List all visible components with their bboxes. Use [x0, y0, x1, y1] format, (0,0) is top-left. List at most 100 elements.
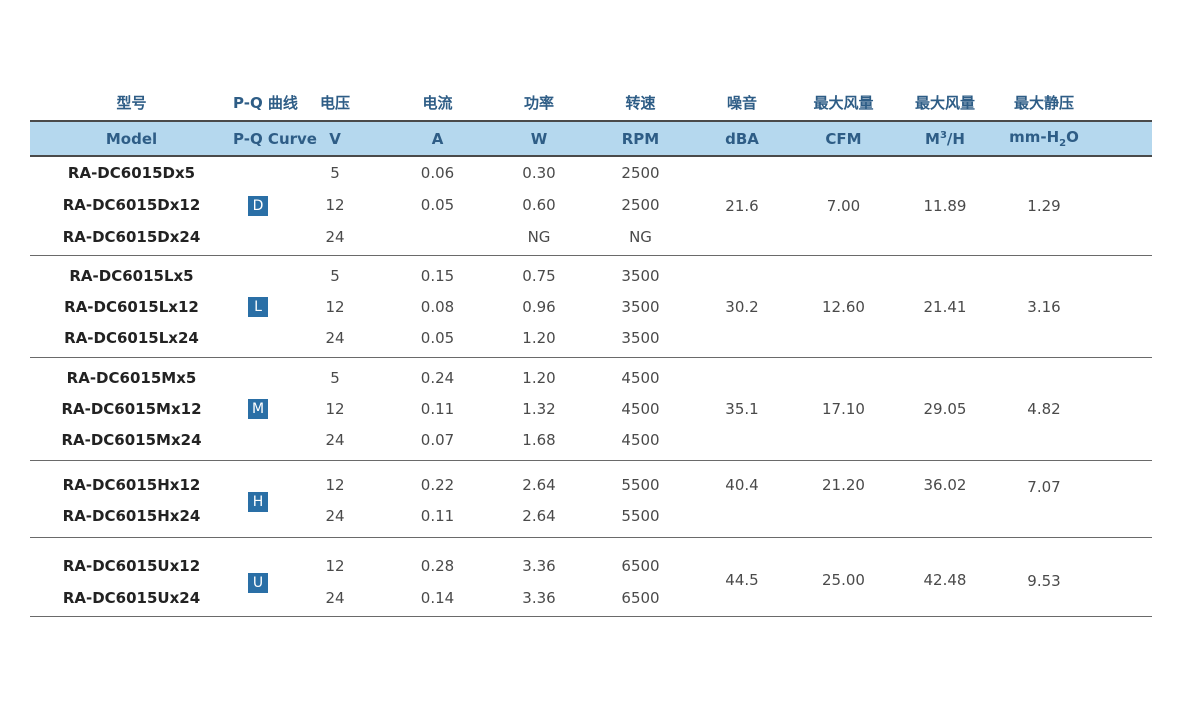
rpm-cell: 4500 [621, 430, 660, 449]
header-cn-speed: 转速 [625, 93, 656, 112]
voltage-cell: 24 [325, 328, 345, 347]
power-column: 2.64 2.64 [488, 461, 590, 537]
header-cn-model: 型号 [116, 93, 147, 112]
cfm-cell: 7.00 [826, 197, 861, 215]
voltage-cell: 24 [325, 589, 345, 607]
voltage-cell: 5 [330, 266, 340, 285]
model-column: RA-DC6015Mx5 RA-DC6015Mx12 RA-DC6015Mx24 [30, 358, 233, 460]
voltage-column: 5 12 24 [283, 157, 387, 255]
model-column: RA-DC6015Ux12 RA-DC6015Ux24 [30, 538, 233, 616]
curve-badge-h[interactable]: H [248, 492, 268, 512]
header-row-english: Model P-Q Curve V A W RPM dBA CFM M3/H m… [30, 120, 1152, 157]
current-column: 0.06 0.05 [387, 157, 488, 255]
rpm-cell: 4500 [621, 368, 660, 387]
model-cell: RA-DC6015Dx5 [67, 164, 196, 182]
header-en-m3h-m: M [925, 129, 940, 148]
rpm-column: 4500 4500 4500 [590, 358, 691, 460]
m3h-cell: 42.48 [923, 571, 967, 589]
header-cn-pressure: 最大静压 [1013, 93, 1074, 112]
header-en-pressure-o: O [1066, 128, 1079, 146]
curve-cell: H [233, 461, 283, 537]
m3h-cell: 36.02 [923, 476, 967, 494]
model-cell: RA-DC6015Hx24 [62, 506, 201, 525]
rpm-cell: 2500 [621, 196, 660, 214]
model-cell: RA-DC6015Ux12 [62, 557, 201, 575]
model-cell: RA-DC6015Dx24 [62, 228, 201, 246]
current-cell: 0.28 [420, 557, 455, 575]
model-column: RA-DC6015Lx5 RA-DC6015Lx12 RA-DC6015Lx24 [30, 256, 233, 357]
noise-cell: 40.4 [725, 476, 759, 494]
group-m: RA-DC6015Mx5 RA-DC6015Mx12 RA-DC6015Mx24… [30, 358, 1152, 461]
power-cell: 1.68 [522, 430, 556, 449]
current-cell: 0.06 [420, 164, 455, 182]
current-cell [387, 221, 488, 253]
power-cell: 0.75 [522, 266, 556, 285]
current-cell: 0.11 [420, 399, 455, 418]
current-cell: 0.15 [420, 266, 455, 285]
header-en-noise: dBA [725, 129, 759, 148]
model-cell: RA-DC6015Lx24 [64, 328, 199, 347]
rpm-cell: 5500 [621, 506, 660, 525]
m3h-cell: 21.41 [923, 297, 967, 316]
current-cell: 0.11 [420, 506, 455, 525]
pressure-cell: 4.82 [1027, 400, 1061, 418]
power-cell: 3.36 [522, 557, 556, 575]
noise-cell: 44.5 [725, 571, 759, 589]
header-en-model: Model [105, 129, 158, 148]
current-column: 0.24 0.11 0.07 [387, 358, 488, 460]
group-l: RA-DC6015Lx5 RA-DC6015Lx12 RA-DC6015Lx24… [30, 256, 1152, 358]
voltage-column: 12 24 [283, 461, 387, 537]
model-column: RA-DC6015Hx12 RA-DC6015Hx24 [30, 461, 233, 537]
curve-badge-l[interactable]: L [248, 296, 268, 317]
curve-cell: M [233, 358, 283, 460]
header-en-curve-text: P-Q Curve [233, 129, 317, 148]
current-cell: 0.05 [420, 328, 455, 347]
curve-cell: U [233, 538, 283, 616]
rpm-cell: NG [629, 228, 652, 246]
power-cell: 0.96 [522, 297, 556, 316]
voltage-column: 5 12 24 [283, 358, 387, 460]
header-en-airflow-m3h: M3/H [894, 130, 996, 148]
cfm-cell: 12.60 [822, 297, 865, 316]
current-cell: 0.14 [420, 589, 455, 607]
pressure-cell: 1.29 [1027, 197, 1061, 215]
power-column: 0.75 0.96 1.20 [488, 256, 590, 357]
curve-badge-m[interactable]: M [248, 399, 268, 419]
power-cell: 1.20 [522, 368, 556, 387]
pressure-cell: 9.53 [1027, 572, 1061, 590]
rpm-column: 5500 5500 [590, 461, 691, 537]
header-en-speed: RPM [621, 129, 660, 148]
cfm-cell: 25.00 [822, 571, 865, 589]
header-cn-airflow-m3h: 最大风量 [914, 93, 975, 112]
rpm-column: 3500 3500 3500 [590, 256, 691, 357]
rpm-cell: 5500 [621, 475, 660, 494]
voltage-cell: 12 [325, 196, 345, 214]
voltage-cell: 24 [325, 506, 345, 525]
current-column: 0.15 0.08 0.05 [387, 256, 488, 357]
header-en-voltage: V [329, 129, 341, 148]
header-en-power: W [530, 129, 548, 148]
voltage-cell: 5 [330, 164, 340, 182]
power-cell: 2.64 [522, 506, 556, 525]
current-cell: 0.07 [420, 430, 455, 449]
power-cell: 1.32 [522, 399, 556, 418]
power-cell: 1.20 [522, 328, 556, 347]
cfm-cell: 21.20 [822, 476, 865, 494]
pressure-cell: 7.07 [1027, 478, 1061, 496]
power-column: 3.36 3.36 [488, 538, 590, 616]
curve-badge-u[interactable]: U [248, 573, 268, 593]
header-en-curve: P-Q Curve [233, 130, 317, 148]
rpm-column: 2500 2500 NG [590, 157, 691, 255]
rpm-cell: 6500 [621, 589, 660, 607]
curve-cell: D [233, 157, 283, 255]
voltage-cell: 12 [325, 475, 345, 494]
curve-badge-d[interactable]: D [248, 196, 268, 216]
group-d: RA-DC6015Dx5 RA-DC6015Dx12 RA-DC6015Dx24… [30, 157, 1152, 256]
header-cn-current: 电流 [422, 93, 453, 112]
power-cell: 0.60 [522, 196, 556, 214]
voltage-column: 12 24 [283, 538, 387, 616]
power-column: 0.30 0.60 NG [488, 157, 590, 255]
model-cell: RA-DC6015Dx12 [62, 196, 201, 214]
model-cell: RA-DC6015Ux24 [62, 589, 201, 607]
current-cell: 0.05 [420, 196, 455, 214]
